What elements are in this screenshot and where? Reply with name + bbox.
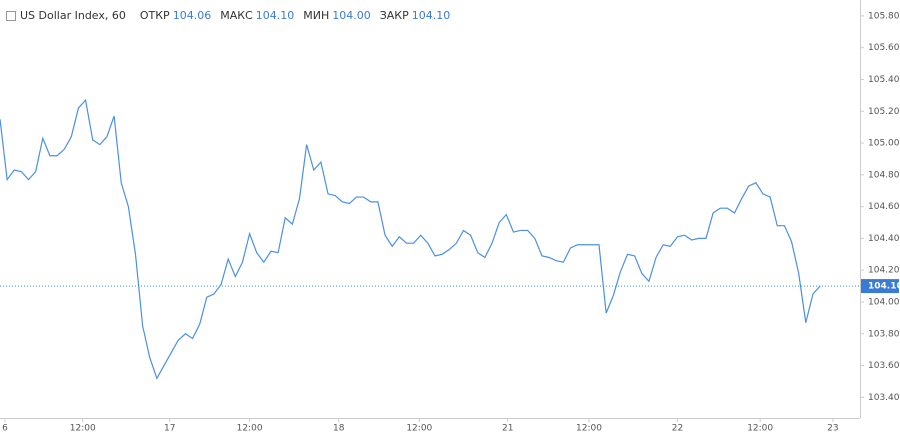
ohlc-label: ОТКР xyxy=(139,9,170,22)
x-tick-label: 21 xyxy=(502,424,513,434)
x-tick-label: 22 xyxy=(672,424,683,434)
y-tick-label: 104.40 xyxy=(868,234,900,244)
header: US Dollar Index, 60 ОТКР 104.06 МАКС 104.10… xyxy=(6,9,456,22)
collapse-icon[interactable] xyxy=(6,10,16,21)
y-tick-label: 104.20 xyxy=(868,266,900,276)
x-tick-label: 12:00 xyxy=(576,424,602,434)
x-tick-label: 23 xyxy=(827,424,838,434)
x-tick-label: 12:00 xyxy=(406,424,432,434)
ohlc-value: 104.06 xyxy=(172,9,212,22)
chart-title: US Dollar Index, 60 xyxy=(20,9,126,22)
y-tick-label: 105.20 xyxy=(868,107,900,117)
y-tick-label: 105.80 xyxy=(868,11,900,21)
y-tick-label: 104.60 xyxy=(868,202,900,212)
y-tick-label: 105.40 xyxy=(868,75,900,85)
ohlc-value: 104.10 xyxy=(411,9,451,22)
ohlc: ОТКР 104.06 МАКС 104.10 МИН 104.00 ЗАКР 104.10 xyxy=(140,9,456,22)
y-tick-label: 103.80 xyxy=(868,329,900,339)
last-price-label: 104.10 xyxy=(868,282,900,292)
y-tick-label: 103.60 xyxy=(868,361,900,371)
ohlc-label: ЗАКР xyxy=(379,9,409,22)
x-tick-label: 12:00 xyxy=(237,424,263,434)
last-price-tag xyxy=(861,279,899,294)
ohlc-label: МАКС xyxy=(220,9,253,22)
x-tick-label: 18 xyxy=(333,424,345,434)
y-tick-label: 103.40 xyxy=(868,393,900,403)
ohlc-value: 104.00 xyxy=(332,9,371,22)
ohlc-value: 104.10 xyxy=(255,9,295,22)
y-tick-label: 104.00 xyxy=(868,297,900,307)
price-line xyxy=(0,98,821,380)
ohlc-label: МИН xyxy=(303,9,330,22)
y-tick-label: 104.80 xyxy=(868,170,900,180)
x-tick-label: 17 xyxy=(164,424,175,434)
x-tick-label: 12:00 xyxy=(747,424,773,434)
y-tick-label: 105.60 xyxy=(868,43,900,53)
x-tick-label: 12:00 xyxy=(70,424,96,434)
y-tick-label: 105.00 xyxy=(868,139,900,149)
x-tick-label: 6 xyxy=(2,424,8,434)
